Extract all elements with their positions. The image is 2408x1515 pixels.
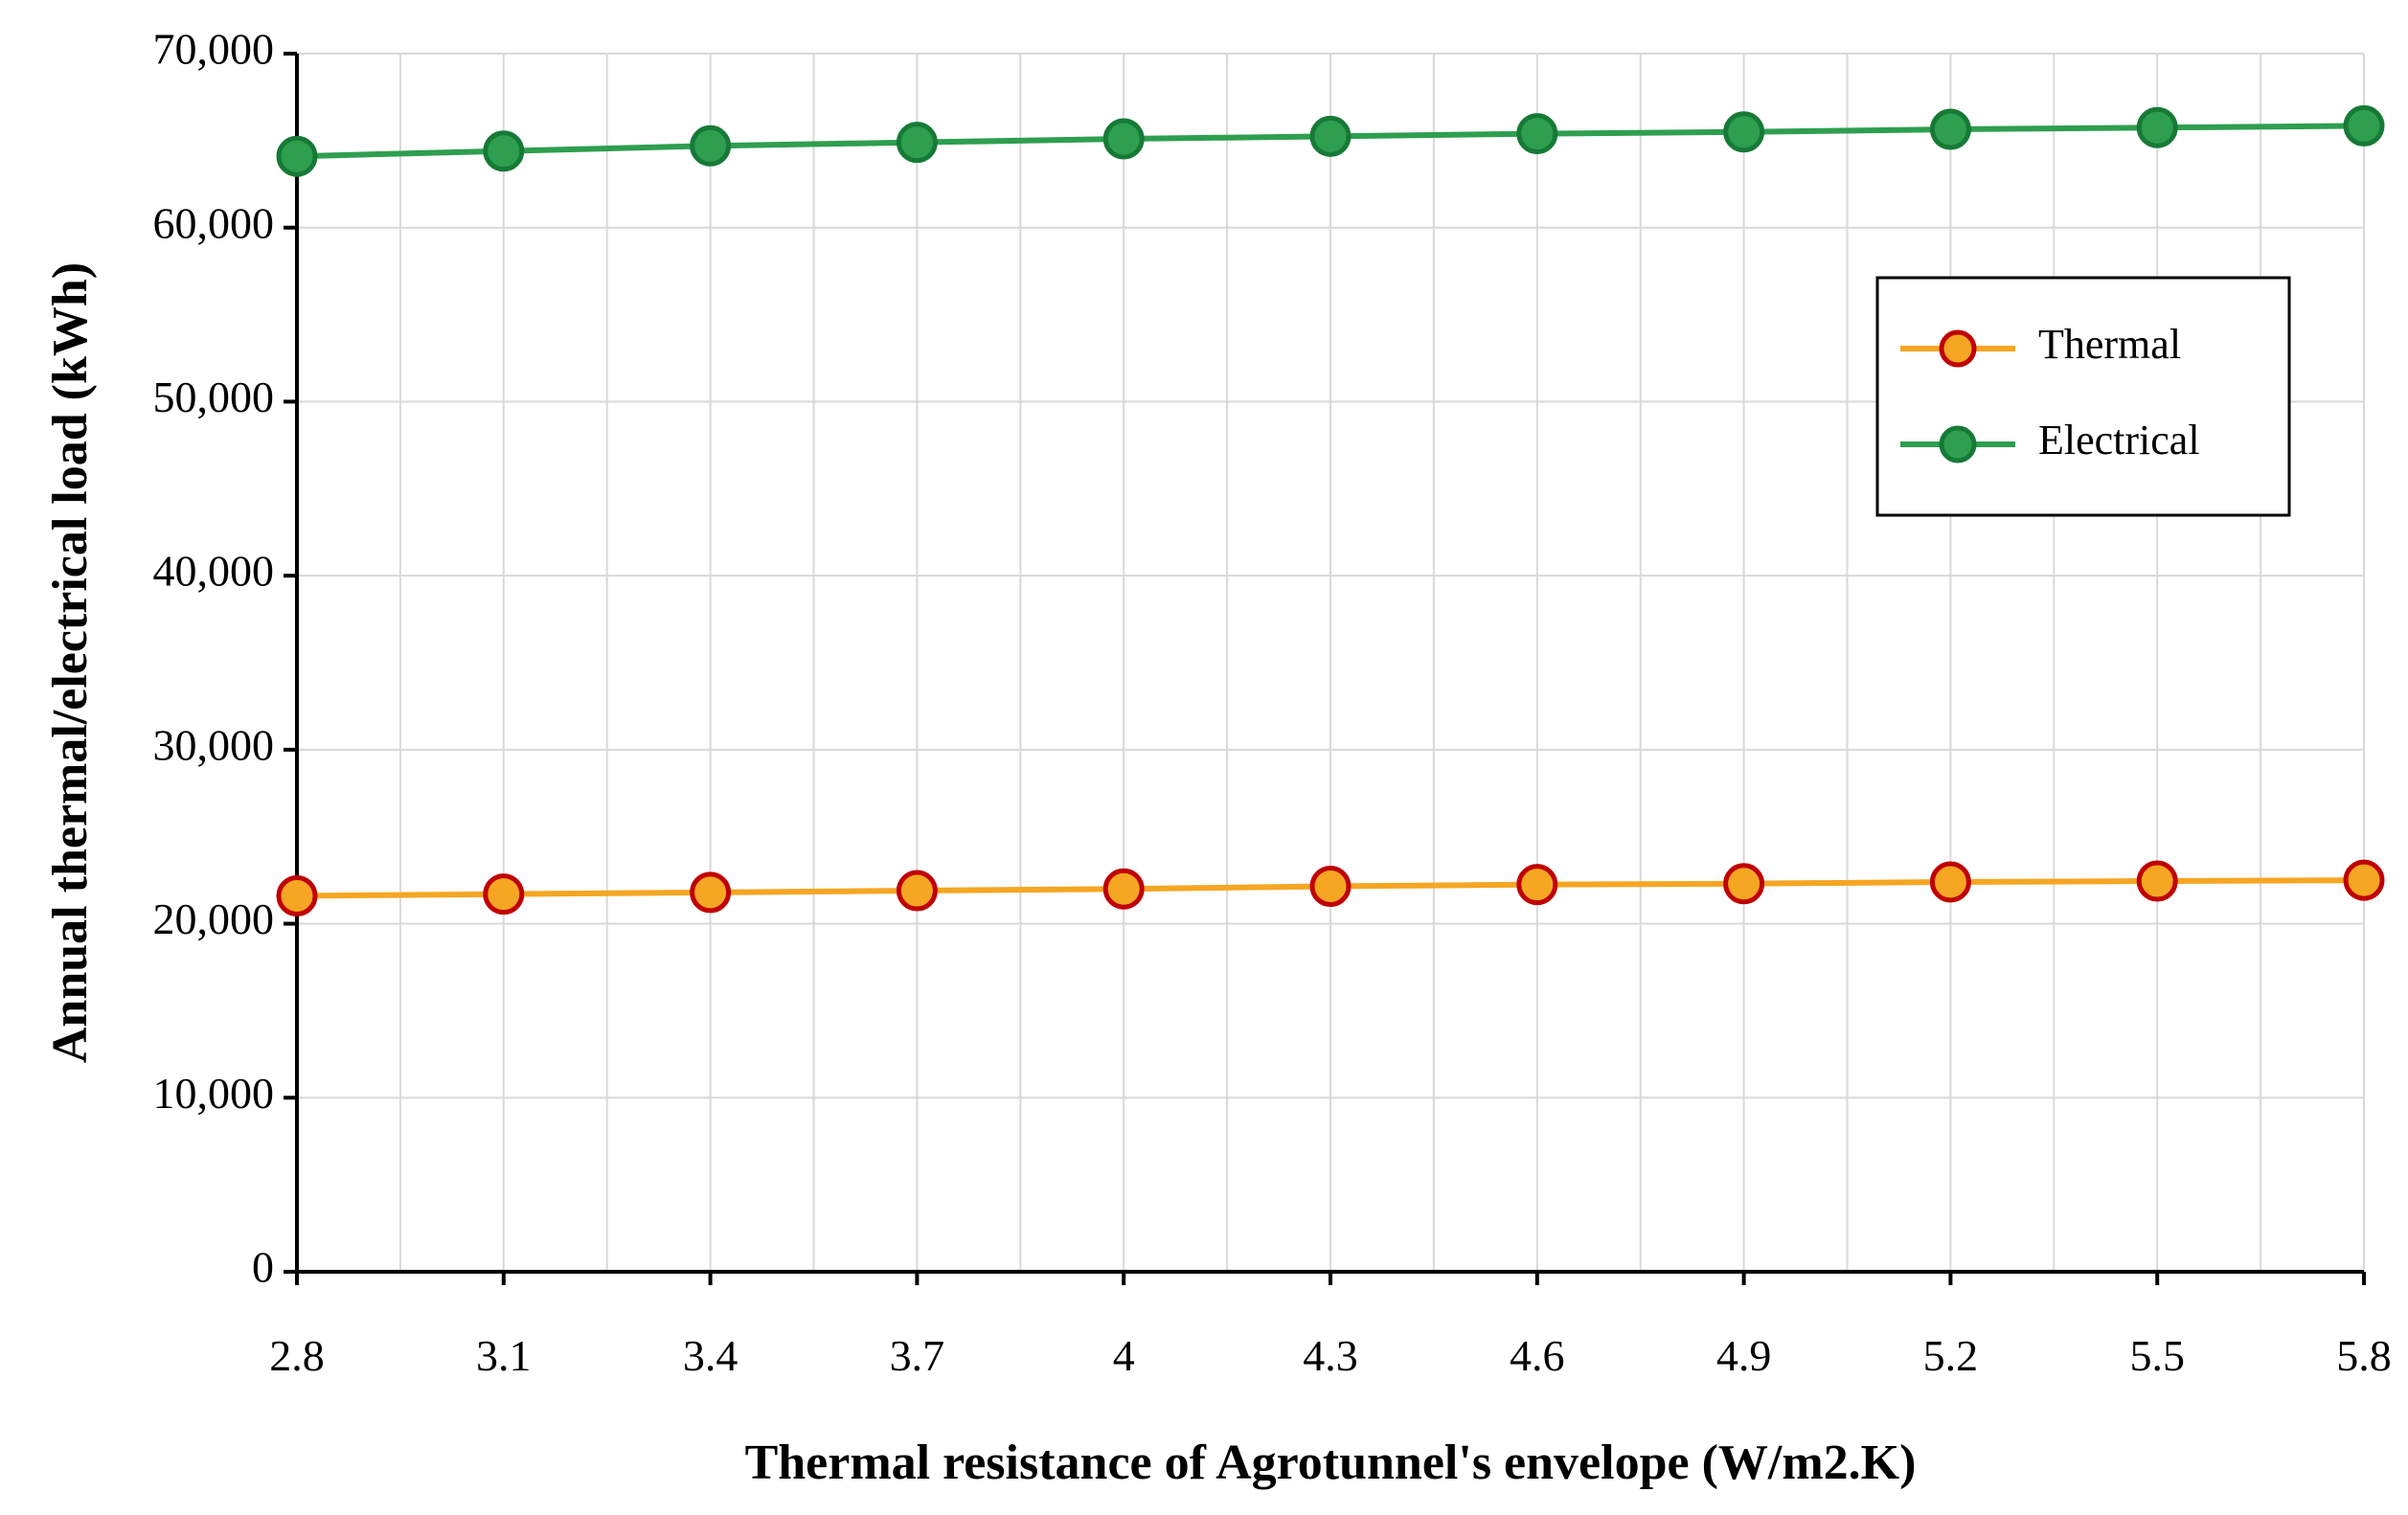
- x-tick-label: 4.6: [1510, 1331, 1565, 1380]
- y-tick-label: 0: [252, 1243, 274, 1292]
- x-tick-label: 3.1: [476, 1331, 532, 1380]
- x-axis-title: Thermal resistance of Agrotunnel's envel…: [745, 1436, 1917, 1490]
- series-marker: [279, 138, 315, 174]
- series-marker: [1105, 121, 1142, 157]
- series-marker: [1105, 871, 1142, 907]
- series-marker: [693, 127, 729, 164]
- y-tick-label: 20,000: [153, 894, 275, 943]
- y-tick-label: 30,000: [153, 720, 275, 769]
- series-marker: [1519, 116, 1556, 152]
- series-marker: [2346, 862, 2382, 898]
- x-tick-label: 3.7: [890, 1331, 945, 1380]
- y-tick-label: 70,000: [153, 25, 275, 74]
- series-marker: [1726, 866, 1762, 902]
- legend-label: Thermal: [2038, 321, 2181, 368]
- x-tick-label: 5.8: [2336, 1331, 2392, 1380]
- load-vs-resistance-chart: 0 10,000 20,000 30,000 40,000 50,000 60,000 70,…: [0, 0, 2408, 1515]
- series-marker: [486, 876, 522, 913]
- series-marker: [1932, 864, 1968, 900]
- x-tick-label: 2.8: [269, 1331, 325, 1380]
- series-marker: [1312, 118, 1349, 154]
- series-marker: [898, 124, 935, 161]
- series-marker: [2139, 109, 2175, 146]
- series-marker: [486, 133, 522, 170]
- y-tick-label: 60,000: [153, 198, 275, 247]
- series-marker: [1312, 869, 1349, 905]
- x-tick-label: 4.9: [1716, 1331, 1772, 1380]
- y-tick-label: 10,000: [153, 1069, 275, 1118]
- series-marker: [2346, 107, 2382, 144]
- series-marker: [1726, 114, 1762, 150]
- y-tick-label: 40,000: [153, 547, 275, 596]
- legend-label: Electrical: [2038, 417, 2200, 464]
- x-tick-label: 4: [1113, 1331, 1135, 1380]
- x-tick-label: 3.4: [683, 1331, 738, 1380]
- series-marker: [898, 872, 935, 909]
- legend: Thermal Electrical: [1877, 278, 2289, 515]
- series-marker: [279, 877, 315, 914]
- y-tick-label: 50,000: [153, 373, 275, 421]
- series-marker: [1519, 867, 1556, 903]
- grid: [297, 54, 2364, 1272]
- x-tick-label: 5.5: [2129, 1331, 2185, 1380]
- x-tick-label: 5.2: [1923, 1331, 1979, 1380]
- x-tick-label: 4.3: [1303, 1331, 1358, 1380]
- chart-container: 0 10,000 20,000 30,000 40,000 50,000 60,000 70,…: [0, 0, 2408, 1515]
- series-marker: [2139, 863, 2175, 899]
- series-marker: [1932, 111, 1968, 147]
- y-axis-title: Annual thermal/electrical load (kWh): [43, 262, 98, 1063]
- series-marker: [693, 874, 729, 911]
